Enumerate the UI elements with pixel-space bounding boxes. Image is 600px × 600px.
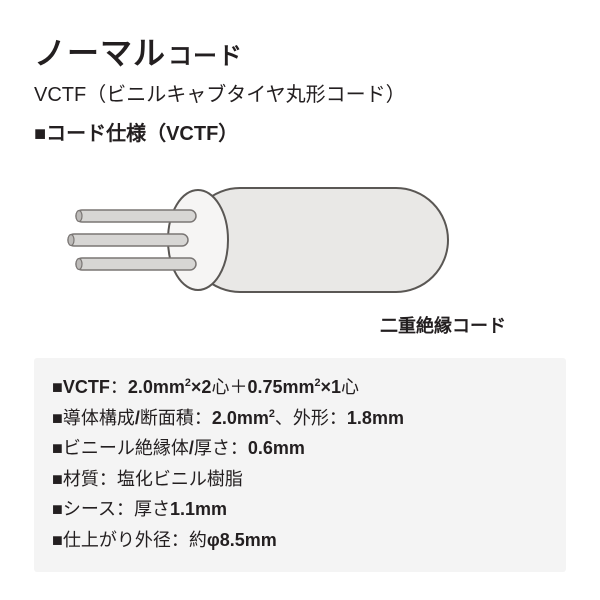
spec-line: ■ビニール絶縁体/厚さ：0.6mm xyxy=(52,433,548,464)
spec-line: ■仕上がり外径：約φ8.5mm xyxy=(52,525,548,556)
title-light: コード xyxy=(168,36,243,71)
spec-line: ■材質：塩化ビニル樹脂 xyxy=(52,464,548,495)
subtitle: VCTF（ビニルキャブタイヤ丸形コード） xyxy=(34,78,566,107)
spec-line: ■導体構成/断面積：2.0mm2、外形：1.8mm xyxy=(52,403,548,434)
spec-line: ■VCTF：2.0mm2×2心＋0.75mm2×1心 xyxy=(52,372,548,403)
title-bold: ノーマル xyxy=(34,28,166,74)
spec-line: ■シース：厚さ1.1mm xyxy=(52,494,548,525)
diagram-label: 二重絶縁コード xyxy=(380,312,506,338)
cable-diagram: 二重絶縁コード xyxy=(34,160,566,340)
cable-cross-section-icon xyxy=(58,160,478,320)
spec-box: ■VCTF：2.0mm2×2心＋0.75mm2×1心■導体構成/断面積：2.0m… xyxy=(34,358,566,572)
spec-heading: ■コード仕様（VCTF） xyxy=(34,117,566,146)
title: ノーマル コード xyxy=(34,28,566,74)
